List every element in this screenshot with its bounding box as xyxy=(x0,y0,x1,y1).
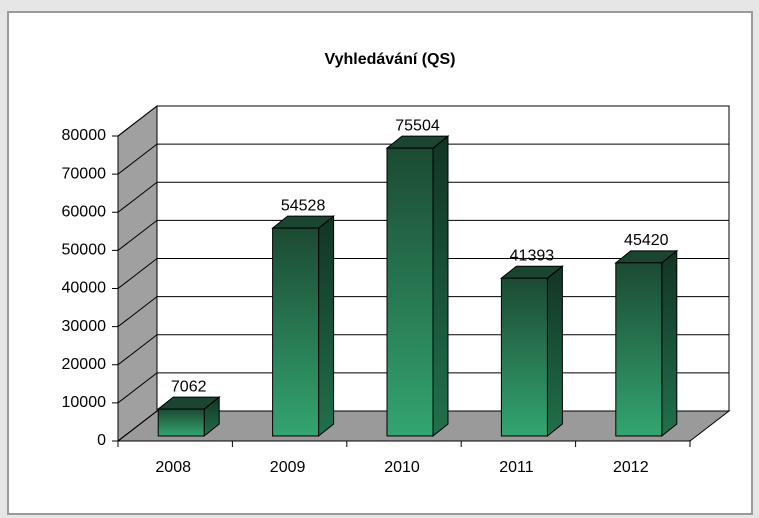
grid-line xyxy=(117,105,158,137)
x-tick-label: 2008 xyxy=(155,459,191,476)
grid-line xyxy=(117,143,158,175)
y-tick-label: 30000 xyxy=(62,318,107,335)
value-label: 75504 xyxy=(395,117,440,134)
bar xyxy=(500,277,548,437)
grid-line xyxy=(117,296,158,328)
value-label: 45420 xyxy=(624,232,669,249)
bar xyxy=(386,147,434,437)
grid-line xyxy=(117,372,158,404)
x-tick-label: 2009 xyxy=(270,459,306,476)
grid-line xyxy=(117,181,158,213)
bar xyxy=(272,227,320,437)
chart-title: Vyhledávání (QS) xyxy=(325,51,456,68)
grid-line xyxy=(117,410,158,442)
y-tick-label: 80000 xyxy=(62,127,107,144)
y-tick-label: 10000 xyxy=(62,394,107,411)
y-tick-label: 50000 xyxy=(62,242,107,259)
x-tick-label: 2011 xyxy=(499,459,534,476)
grid-line xyxy=(117,219,158,251)
value-label: 54528 xyxy=(281,197,326,214)
bar-side xyxy=(318,215,335,438)
bar-side xyxy=(661,249,678,438)
y-tick-label: 40000 xyxy=(62,280,107,297)
x-tick-label: 2012 xyxy=(613,459,649,476)
y-tick-label: 0 xyxy=(97,432,106,449)
value-label: 7062 xyxy=(171,378,207,395)
bar xyxy=(157,408,205,437)
bar-side xyxy=(546,265,563,438)
grid-line xyxy=(117,258,158,289)
bar-side xyxy=(432,135,449,438)
x-tick-label: 2010 xyxy=(384,459,420,476)
value-label: 41393 xyxy=(510,247,555,264)
y-tick-label: 60000 xyxy=(62,203,107,220)
grid-line xyxy=(117,334,158,366)
bar xyxy=(615,262,663,437)
y-tick-label: 70000 xyxy=(62,165,107,182)
y-tick-label: 20000 xyxy=(62,356,107,373)
